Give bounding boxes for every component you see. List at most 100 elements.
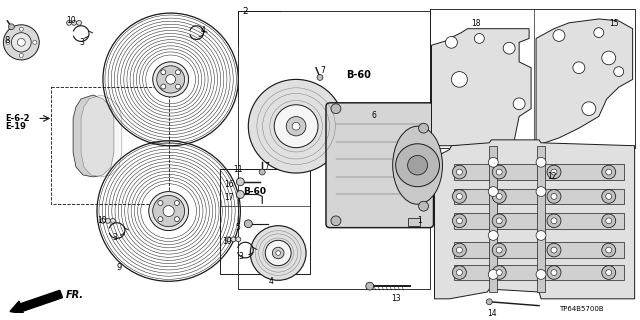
Circle shape bbox=[547, 243, 561, 257]
Circle shape bbox=[331, 104, 341, 114]
Text: 13: 13 bbox=[392, 294, 401, 303]
Polygon shape bbox=[435, 140, 635, 299]
Circle shape bbox=[274, 105, 318, 148]
Text: 6: 6 bbox=[372, 111, 377, 120]
Text: 7: 7 bbox=[320, 66, 325, 75]
Bar bbox=[220, 169, 310, 275]
Circle shape bbox=[513, 98, 525, 110]
FancyBboxPatch shape bbox=[326, 103, 433, 228]
Circle shape bbox=[488, 187, 498, 196]
Circle shape bbox=[148, 192, 189, 231]
Circle shape bbox=[396, 144, 440, 187]
Circle shape bbox=[248, 79, 344, 173]
Text: 1: 1 bbox=[417, 216, 422, 225]
Circle shape bbox=[231, 237, 236, 242]
Circle shape bbox=[547, 266, 561, 279]
Circle shape bbox=[276, 251, 280, 255]
Text: B-60: B-60 bbox=[346, 70, 371, 80]
Polygon shape bbox=[431, 29, 531, 146]
Text: 4: 4 bbox=[268, 277, 273, 286]
Circle shape bbox=[496, 218, 502, 224]
Circle shape bbox=[602, 266, 616, 279]
Circle shape bbox=[602, 214, 616, 228]
Circle shape bbox=[33, 40, 36, 44]
Circle shape bbox=[602, 190, 616, 203]
Bar bbox=[454, 242, 623, 258]
Ellipse shape bbox=[393, 126, 442, 204]
Circle shape bbox=[3, 25, 39, 60]
Circle shape bbox=[236, 237, 241, 242]
Circle shape bbox=[12, 33, 31, 52]
Circle shape bbox=[456, 247, 462, 253]
Circle shape bbox=[605, 194, 612, 199]
Circle shape bbox=[594, 28, 604, 37]
Text: 7: 7 bbox=[264, 162, 269, 171]
Circle shape bbox=[551, 247, 557, 253]
Circle shape bbox=[265, 240, 291, 266]
Circle shape bbox=[456, 269, 462, 276]
Text: B-60: B-60 bbox=[243, 187, 266, 196]
Text: 3: 3 bbox=[113, 233, 118, 242]
Text: 11: 11 bbox=[234, 165, 243, 174]
Text: TP64B5700B: TP64B5700B bbox=[559, 306, 604, 312]
Bar bbox=[408, 218, 420, 226]
Circle shape bbox=[77, 20, 81, 25]
Circle shape bbox=[452, 190, 467, 203]
Circle shape bbox=[496, 169, 502, 175]
Text: FR.: FR. bbox=[66, 290, 84, 300]
Circle shape bbox=[474, 34, 484, 43]
Circle shape bbox=[547, 190, 561, 203]
Text: 10: 10 bbox=[223, 237, 232, 246]
Text: 8: 8 bbox=[4, 36, 10, 45]
Circle shape bbox=[175, 84, 180, 89]
Circle shape bbox=[605, 269, 612, 276]
Text: 12: 12 bbox=[547, 172, 557, 181]
Circle shape bbox=[456, 169, 462, 175]
Circle shape bbox=[536, 187, 546, 196]
Circle shape bbox=[496, 269, 502, 276]
Bar bbox=[454, 213, 623, 228]
Circle shape bbox=[286, 116, 306, 136]
Circle shape bbox=[6, 40, 10, 44]
Text: 18: 18 bbox=[471, 19, 481, 28]
Polygon shape bbox=[73, 95, 114, 177]
Circle shape bbox=[536, 231, 546, 240]
Circle shape bbox=[158, 217, 163, 221]
Text: 2: 2 bbox=[243, 7, 248, 16]
Circle shape bbox=[259, 169, 265, 175]
Circle shape bbox=[106, 218, 111, 223]
Circle shape bbox=[331, 216, 341, 226]
Circle shape bbox=[602, 165, 616, 179]
Circle shape bbox=[236, 191, 244, 198]
Circle shape bbox=[366, 282, 374, 290]
Circle shape bbox=[488, 157, 498, 167]
Circle shape bbox=[614, 67, 623, 76]
Circle shape bbox=[582, 102, 596, 116]
Bar bbox=[454, 188, 623, 204]
Circle shape bbox=[456, 194, 462, 199]
Circle shape bbox=[553, 30, 565, 41]
Text: 14: 14 bbox=[487, 308, 497, 317]
Circle shape bbox=[67, 20, 72, 25]
Circle shape bbox=[551, 194, 557, 199]
Circle shape bbox=[496, 247, 502, 253]
Circle shape bbox=[488, 231, 498, 240]
Circle shape bbox=[452, 243, 467, 257]
Text: E-6-2: E-6-2 bbox=[5, 114, 30, 123]
Circle shape bbox=[536, 157, 546, 167]
Text: 5: 5 bbox=[236, 223, 240, 232]
Circle shape bbox=[157, 66, 184, 93]
Circle shape bbox=[573, 62, 585, 74]
Circle shape bbox=[605, 169, 612, 175]
Circle shape bbox=[492, 243, 506, 257]
Circle shape bbox=[605, 218, 612, 224]
Text: 10: 10 bbox=[97, 216, 107, 225]
Circle shape bbox=[153, 62, 189, 97]
Circle shape bbox=[547, 165, 561, 179]
Circle shape bbox=[602, 51, 616, 65]
Circle shape bbox=[273, 247, 284, 259]
Circle shape bbox=[445, 36, 458, 48]
Text: 15: 15 bbox=[609, 19, 618, 28]
Circle shape bbox=[8, 24, 14, 30]
Circle shape bbox=[488, 269, 498, 279]
